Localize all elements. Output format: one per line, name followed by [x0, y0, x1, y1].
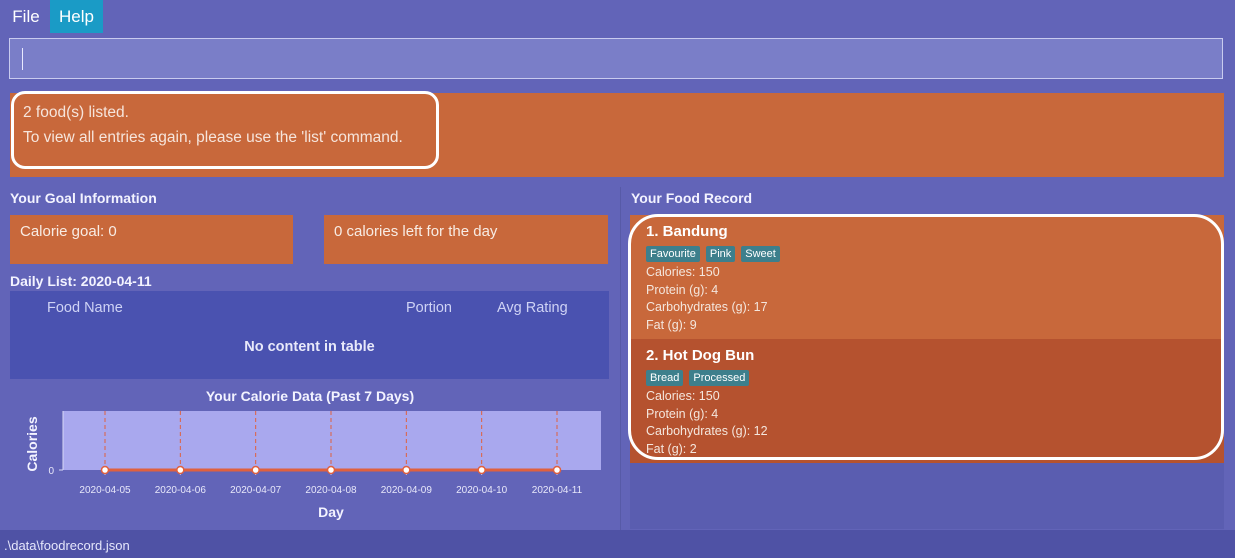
menu-file[interactable]: File	[12, 7, 40, 26]
goal-section-title: Your Goal Information	[10, 190, 157, 206]
chart-x-tick-label: 2020-04-08	[305, 485, 357, 496]
result-line-2: To view all entries again, please use th…	[23, 129, 403, 146]
chart-data-point	[326, 465, 336, 475]
command-box[interactable]	[9, 38, 1226, 80]
food-record-list[interactable]: 1. Bandung Favourite Pink Sweet Calories…	[630, 215, 1224, 529]
tag: Processed	[689, 370, 750, 386]
tag-list: Favourite Pink Sweet	[646, 246, 1224, 262]
status-file-path: .\data\foodrecord.json	[4, 538, 130, 553]
calorie-chart: 0 2020-04-05 2020-04-06 2020-04-07 2020-04-0…	[24, 411, 601, 520]
chart-y-tick-label: 0	[48, 466, 54, 477]
calorie-goal-box: Calorie goal: 0	[10, 215, 293, 264]
text-cursor	[22, 48, 23, 70]
chart-data-point	[251, 465, 260, 475]
column-header-avg-rating[interactable]: Avg Rating	[497, 300, 568, 316]
daily-list-title: Daily List: 2020-04-11	[10, 273, 152, 289]
chart-plot-area	[63, 411, 601, 470]
food-calories: Calories: 150	[646, 265, 720, 279]
chart-data-point	[477, 465, 486, 475]
panel-divider	[620, 187, 621, 530]
chart-x-tick-label: 2020-04-07	[230, 485, 282, 496]
chart-data-point	[100, 465, 110, 475]
chart-x-tick-label: 2020-04-10	[456, 485, 508, 496]
command-input[interactable]	[10, 39, 1226, 80]
column-header-food-name[interactable]: Food Name	[47, 300, 123, 316]
chart-x-tick-label: 2020-04-09	[381, 485, 433, 496]
food-fat: Fat (g): 9	[646, 317, 697, 332]
tag: Sweet	[741, 246, 780, 262]
tag: Pink	[705, 246, 736, 262]
tag: Favourite	[646, 246, 700, 262]
menu-help[interactable]: Help	[50, 0, 103, 33]
tag-list: Bread Processed	[646, 370, 1224, 386]
chart-x-tick-label: 2020-04-06	[155, 485, 207, 496]
food-protein: Protein (g): 4	[646, 282, 719, 297]
empty-table-message: No content in table	[244, 339, 375, 355]
food-card-title: 1. Bandung	[646, 223, 728, 240]
result-line-1: 2 food(s) listed.	[23, 104, 129, 121]
food-carbohydrates: Carbohydrates (g): 17	[646, 300, 768, 314]
chart-x-tick-label: 2020-04-05	[79, 485, 131, 496]
result-display: 2 food(s) listed. To view all entries ag…	[10, 93, 1224, 177]
chart-y-axis-label: Calories	[24, 416, 40, 471]
chart-data-point	[552, 465, 562, 475]
status-bar: .\data\foodrecord.json	[0, 530, 1235, 558]
food-calories: Calories: 150	[646, 389, 720, 403]
daily-list-table[interactable]: Food Name Portion Avg Rating No content …	[10, 291, 609, 379]
calories-left-box: 0 calories left for the day	[324, 215, 608, 264]
column-header-portion[interactable]: Portion	[406, 300, 452, 316]
food-protein: Protein (g): 4	[646, 406, 719, 421]
tag: Bread	[646, 370, 684, 386]
chart-x-tick-label: 2020-04-11	[532, 485, 583, 496]
chart-data-point	[402, 465, 411, 475]
food-carbohydrates: Carbohydrates (g): 12	[646, 424, 768, 438]
food-card[interactable]: 1. Bandung Favourite Pink Sweet Calories…	[630, 215, 1224, 339]
chart-x-axis-label: Day	[318, 504, 344, 520]
food-card[interactable]: 2. Hot Dog Bun Bread Processed Calories:…	[630, 339, 1224, 463]
food-record-title: Your Food Record	[631, 190, 753, 206]
chart-title: Your Calorie Data (Past 7 Days)	[205, 388, 415, 404]
food-card-title: 2. Hot Dog Bun	[646, 347, 755, 364]
menu-bar: File Help	[0, 0, 1235, 34]
food-fat: Fat (g): 2	[646, 441, 697, 456]
chart-data-point	[176, 465, 185, 475]
